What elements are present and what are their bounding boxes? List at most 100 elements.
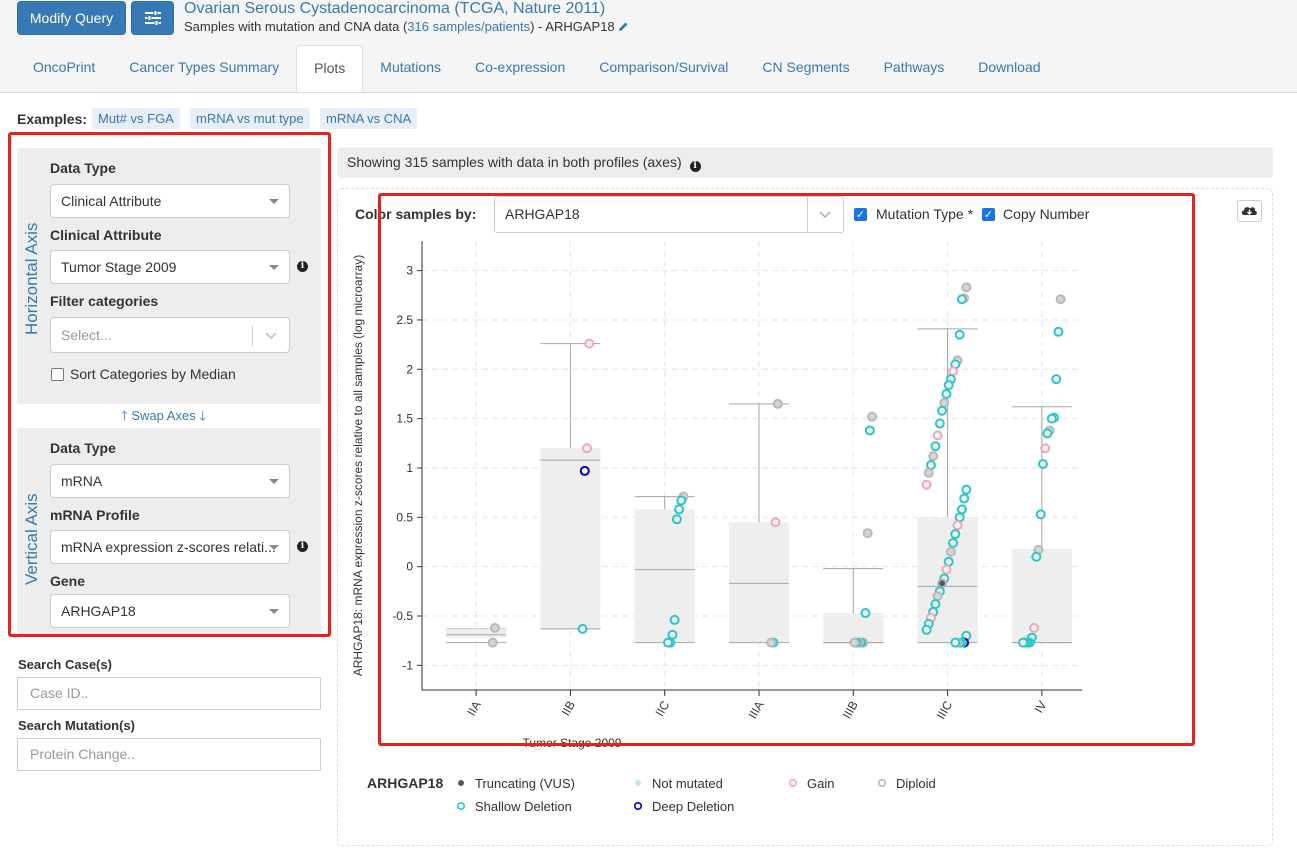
example-mrna-vs-mut-type[interactable]: mRNA vs mut type [190, 108, 310, 129]
legend-item-shallow-deletion: Shallow Deletion [456, 799, 572, 814]
legend-item-truncating: Truncating (VUS) [458, 776, 575, 791]
mutation-type-checkbox[interactable]: ✓ [854, 208, 867, 221]
info-icon[interactable]: i [689, 161, 701, 172]
protein-change-input[interactable]: Protein Change.. [17, 738, 321, 771]
legend-marker-shape [633, 801, 643, 811]
query-header [0, 0, 1297, 93]
select-separator [807, 197, 808, 232]
legend-label: Not mutated [652, 776, 723, 791]
legend-marker-shape [788, 778, 798, 788]
arrow-down-icon: 🡓 [199, 408, 207, 423]
results-tabs: OncoPrint Cancer Types Summary Plots Mut… [16, 45, 1058, 92]
study-title[interactable]: Ovarian Serous Cystadenocarcinoma (TCGA,… [184, 0, 606, 17]
legend-item-deep-deletion: Deep Deletion [633, 799, 735, 814]
filter-categories-select[interactable]: Select... [50, 317, 290, 353]
chevron-down-icon [265, 332, 277, 340]
legend-marker-shape [458, 780, 464, 786]
legend-marker-deep-deletion [633, 801, 643, 811]
download-plot-button[interactable] [1237, 200, 1262, 222]
legend-label: Diploid [896, 776, 936, 791]
sort-by-median-label: Sort Categories by Median [70, 366, 236, 382]
filter-placeholder: Select... [61, 327, 112, 343]
chevron-down-icon [269, 609, 279, 614]
h-data-type-select[interactable]: Clinical Attribute [50, 184, 290, 218]
search-mutation-label: Search Mutation(s) [18, 718, 136, 733]
copy-number-label: Copy Number [1003, 206, 1090, 222]
tab-plots[interactable]: Plots [296, 45, 364, 92]
search-case-label: Search Case(s) [18, 657, 112, 672]
mrna-profile-label: mRNA Profile [50, 507, 140, 523]
tab-comparison-survival[interactable]: Comparison/Survival [599, 59, 729, 75]
settings-button[interactable] [131, 1, 174, 35]
tab-download[interactable]: Download [978, 59, 1041, 75]
legend-marker-gain [788, 778, 798, 788]
legend-marker-shape [456, 801, 466, 811]
tab-pathways[interactable]: Pathways [883, 59, 945, 75]
tab-oncoprint[interactable]: OncoPrint [33, 59, 96, 75]
gene-value: ARHGAP18 [61, 603, 136, 619]
arrow-up-icon: 🡑 [121, 408, 128, 423]
legend-label: Deep Deletion [652, 799, 735, 814]
copy-number-checkbox[interactable]: ✓ [982, 208, 995, 221]
tab-mutations[interactable]: Mutations [380, 59, 441, 75]
clinical-attribute-select[interactable]: Tumor Stage 2009 [50, 250, 290, 284]
cloud-download-icon [1241, 207, 1257, 215]
info-icon[interactable]: i [297, 541, 308, 552]
chevron-down-icon [269, 479, 279, 484]
modify-query-button[interactable]: Modify Query [17, 1, 126, 35]
chevron-down-icon [819, 211, 831, 219]
examples-label: Examples: [17, 111, 88, 127]
tab-cancer-types-summary[interactable]: Cancer Types Summary [129, 59, 280, 75]
legend-marker-shape [635, 780, 641, 786]
legend-marker-not-mutated [635, 780, 641, 786]
study-sub-suffix: ) - ARHGAP18 [530, 19, 615, 34]
study-sub-prefix: Samples with mutation and CNA data ( [184, 19, 408, 34]
filter-categories-label: Filter categories [50, 293, 159, 309]
h-data-type-value: Clinical Attribute [61, 193, 162, 209]
swap-axes-button[interactable]: 🡑 Swap Axes 🡓 [121, 407, 206, 429]
color-by-select[interactable]: ARHGAP18 [494, 196, 844, 233]
samples-banner: Showing 315 samples with data in both pr… [337, 147, 1273, 178]
clinical-attribute-value: Tumor Stage 2009 [61, 259, 177, 275]
legend-marker-diploid [877, 778, 887, 788]
legend-label: Gain [807, 776, 835, 791]
legend-item-diploid: Diploid [877, 776, 936, 791]
tab-cn-segments[interactable]: CN Segments [762, 59, 850, 75]
gene-label: Gene [50, 573, 86, 589]
sliders-icon [144, 10, 161, 26]
gene-select[interactable]: ARHGAP18 [50, 594, 290, 628]
legend-marker-truncating [458, 780, 464, 786]
mrna-profile-value: mRNA expression z-scores relati... [61, 539, 276, 555]
plot-container [337, 188, 1273, 846]
v-data-type-select[interactable]: mRNA [50, 464, 290, 498]
select-separator [252, 326, 253, 346]
legend-label: Shallow Deletion [475, 799, 572, 814]
chevron-down-icon [269, 545, 279, 550]
legend-item-gain: Gain [788, 776, 835, 791]
info-icon[interactable]: i [297, 261, 308, 272]
highlight-box-plot [378, 193, 1195, 746]
legend-marker-shape [877, 778, 887, 788]
samples-banner-text: Showing 315 samples with data in both pr… [347, 154, 682, 170]
swap-axes-label: Swap Axes [131, 408, 196, 423]
chevron-down-icon [269, 265, 279, 270]
legend-title: ARHGAP18 [367, 775, 444, 791]
color-by-value: ARHGAP18 [505, 206, 580, 222]
example-mut-vs-fga[interactable]: Mut# vs FGA [92, 108, 180, 129]
legend-marker-shallow-deletion [456, 801, 466, 811]
color-by-label: Color samples by: [355, 206, 477, 222]
tab-co-expression[interactable]: Co-expression [474, 59, 566, 75]
chevron-down-icon [269, 199, 279, 204]
mrna-profile-select[interactable]: mRNA expression z-scores relati... [50, 530, 290, 564]
v-data-type-value: mRNA [61, 473, 103, 489]
study-subtitle: Samples with mutation and CNA data (316 … [184, 19, 629, 34]
h-data-type-label: Data Type [50, 160, 116, 176]
legend-label: Truncating (VUS) [475, 776, 575, 791]
example-mrna-vs-cna[interactable]: mRNA vs CNA [320, 108, 418, 129]
clinical-attribute-label: Clinical Attribute [50, 227, 162, 243]
case-id-input[interactable]: Case ID.. [17, 677, 321, 710]
sort-by-median-checkbox[interactable] [51, 368, 64, 381]
pencil-icon[interactable] [618, 21, 629, 32]
mutation-type-label: Mutation Type * [876, 206, 974, 222]
samples-link[interactable]: 316 samples/patients [407, 19, 531, 34]
